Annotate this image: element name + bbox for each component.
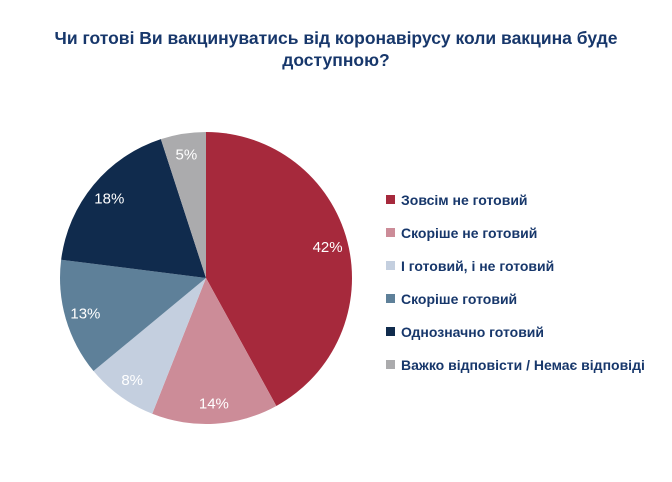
legend-swatch (386, 327, 395, 336)
pie-slice-4 (61, 139, 207, 278)
legend-label: Важко відповісти / Немає відповіді (401, 356, 645, 373)
chart-title: Чи готові Ви вакцинуватись від коронавір… (32, 27, 640, 72)
pie-label: 42% (313, 239, 343, 256)
pie-slice-0 (206, 132, 353, 406)
legend-label: Скоріше не готовий (401, 224, 538, 241)
legend-item: Важко відповісти / Немає відповіді (386, 348, 662, 381)
pie-label: 13% (70, 305, 100, 322)
legend-label: І готовий, і не готовий (401, 257, 555, 274)
legend-item: І готовий, і не готовий (386, 249, 662, 282)
pie-slice-5 (160, 132, 206, 278)
pie-label: 5% (176, 146, 198, 163)
pie-slice-1 (152, 278, 277, 425)
legend-label: Однозначно готовий (401, 323, 545, 340)
legend-label: Зовсім не готовий (401, 191, 528, 208)
legend-label: Скоріше готовий (401, 290, 518, 307)
legend-item: Однозначно готовий (386, 315, 662, 348)
legend-item: Скоріше готовий (386, 282, 662, 315)
legend: Зовсім не готовий Скоріше не готовий І гот… (386, 183, 662, 381)
legend-swatch (386, 261, 395, 270)
pie-chart: 42% 14% 8% 13% 18% 5% (59, 132, 353, 425)
legend-swatch (386, 360, 395, 369)
legend-swatch (386, 195, 395, 204)
legend-item: Скоріше не готовий (386, 216, 662, 249)
pie-slice-2 (93, 278, 206, 414)
legend-swatch (386, 228, 395, 237)
legend-swatch (386, 294, 395, 303)
legend-item: Зовсім не готовий (386, 183, 662, 216)
pie-label: 8% (121, 372, 143, 389)
pie-label: 14% (199, 396, 229, 413)
chart-title-text: Чи готові Ви вакцинуватись від коронавір… (54, 28, 618, 71)
pie-slice-3 (59, 259, 206, 372)
pie-label: 18% (94, 190, 124, 207)
